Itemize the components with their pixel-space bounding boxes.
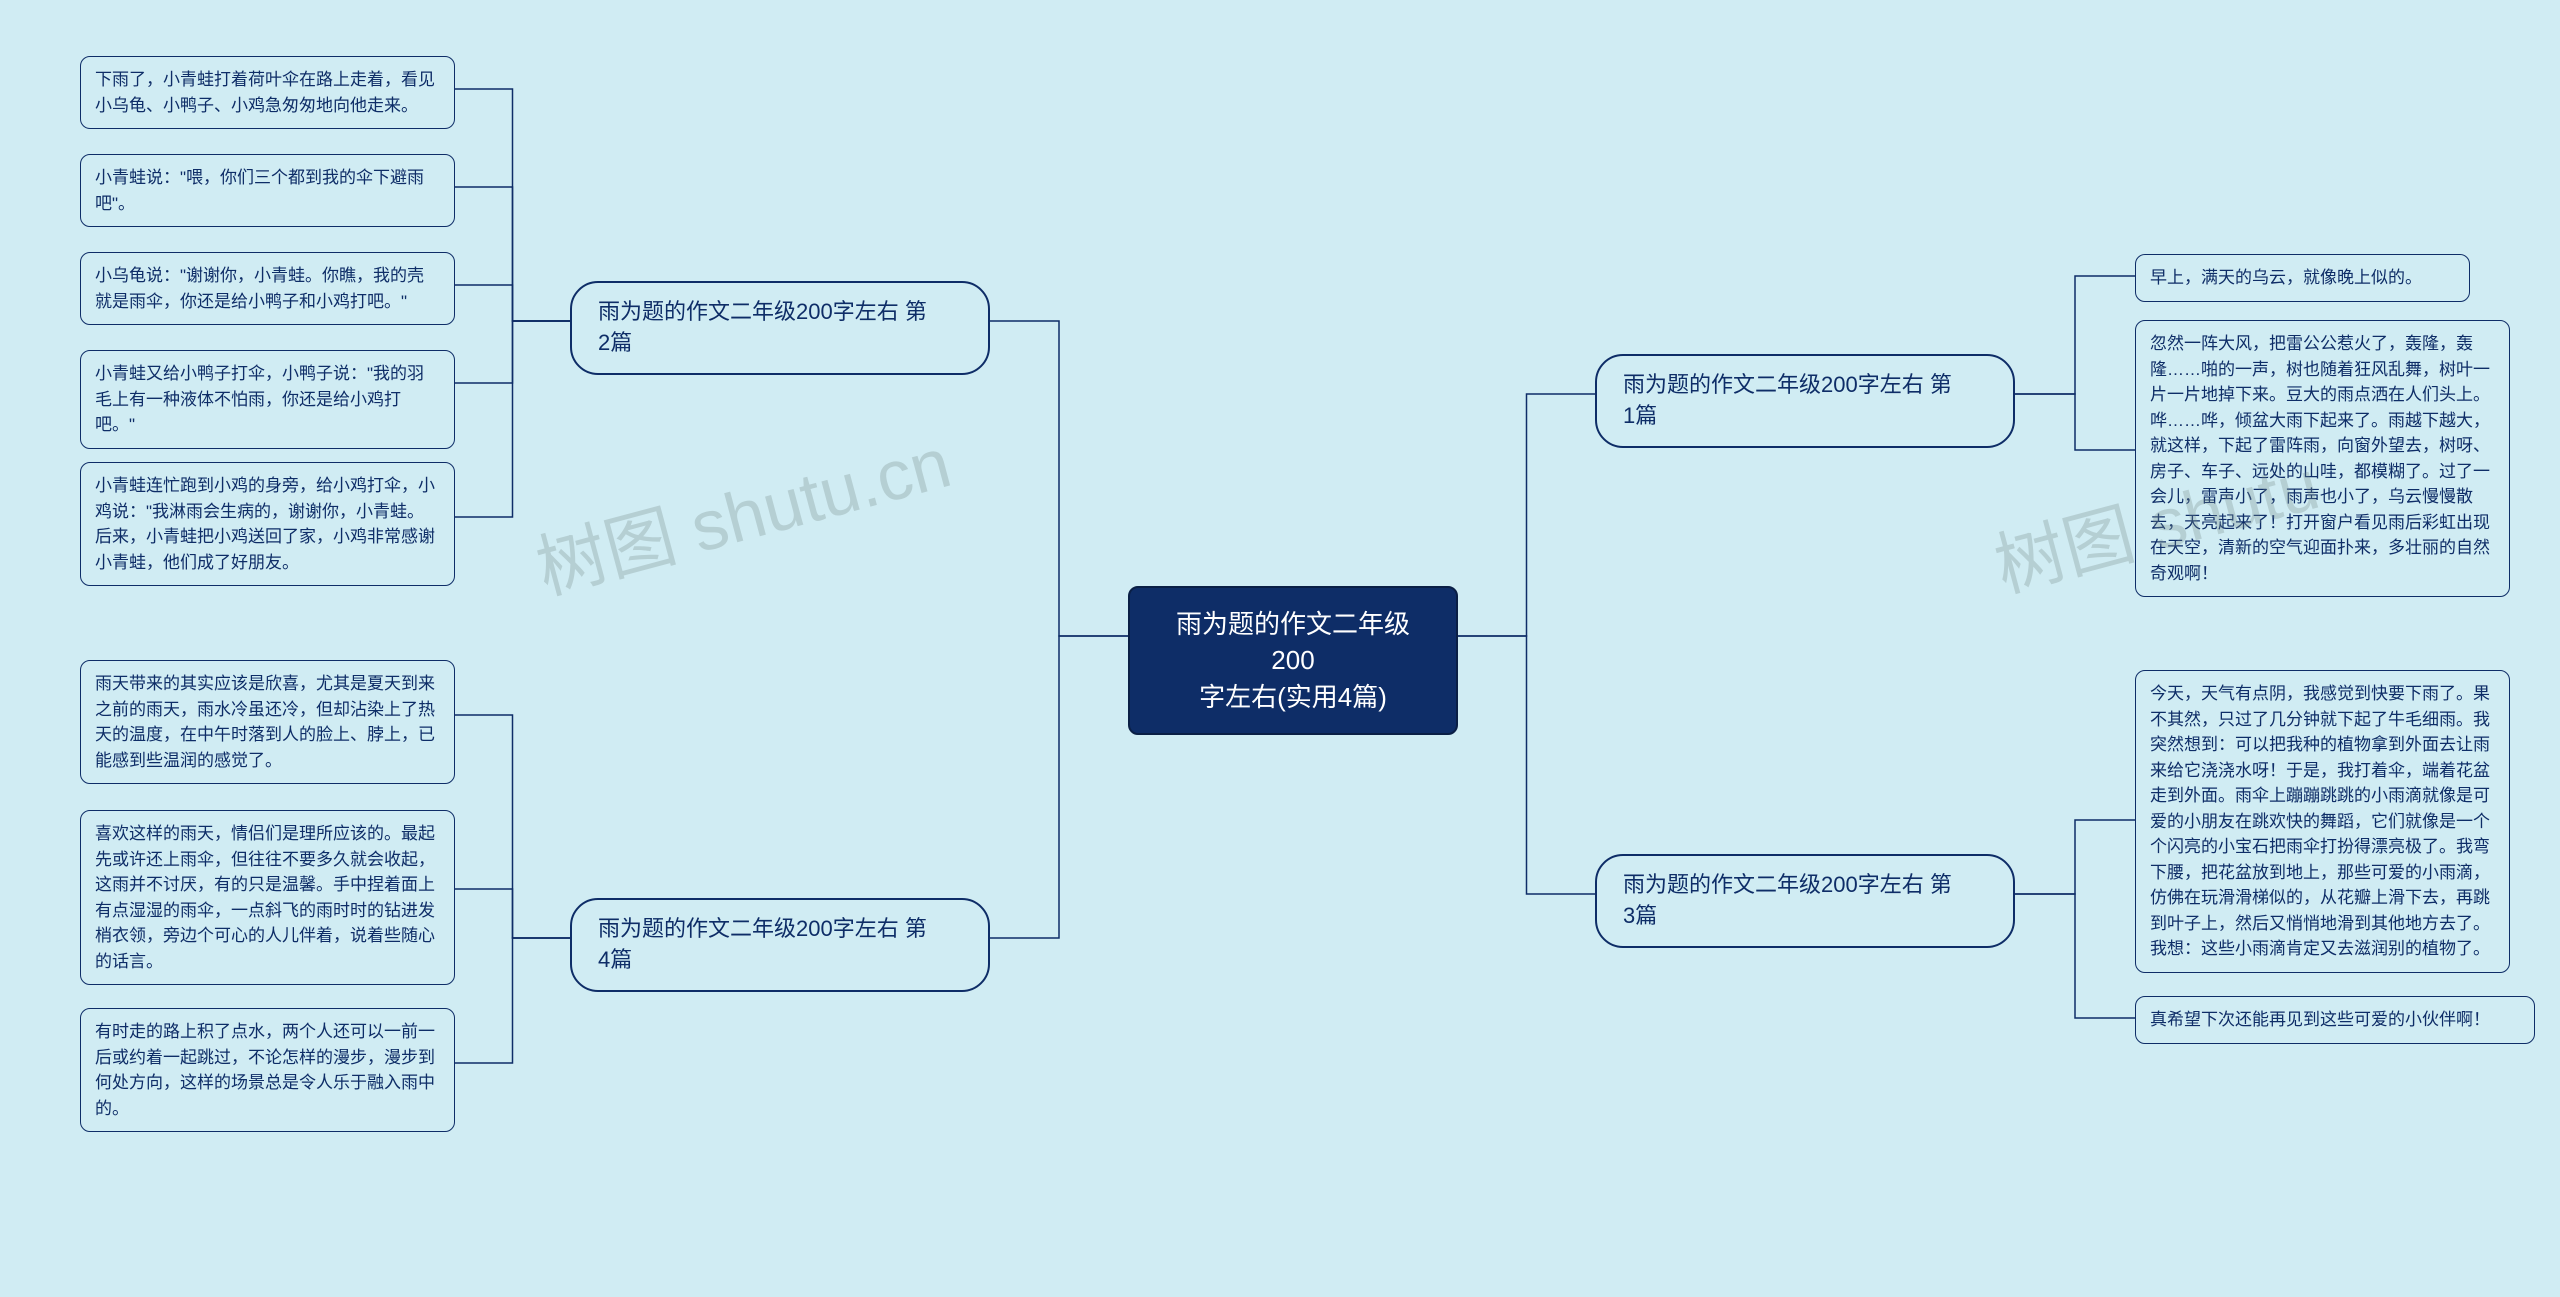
leaf-b2l1-text: 下雨了，小青蛙打着荷叶伞在路上走着，看见小乌龟、小鸭子、小鸡急匆匆地向他走来。 <box>95 67 440 118</box>
leaf-b4l3: 有时走的路上积了点水，两个人还可以一前一后或约着一起跳过，不论怎样的漫步，漫步到… <box>80 1008 455 1132</box>
leaf-b2l5: 小青蛙连忙跑到小鸡的身旁，给小鸡打伞，小鸡说："我淋雨会生病的，谢谢你，小青蛙。… <box>80 462 455 586</box>
leaf-b4l2: 喜欢这样的雨天，情侣们是理所应该的。最起先或许还上雨伞，但往往不要多久就会收起，… <box>80 810 455 985</box>
leaf-b2l2-text: 小青蛙说："喂，你们三个都到我的伞下避雨吧"。 <box>95 165 440 216</box>
leaf-b3l1: 今天，天气有点阴，我感觉到快要下雨了。果不其然，只过了几分钟就下起了牛毛细雨。我… <box>2135 670 2510 973</box>
leaf-b2l3-text: 小乌龟说："谢谢你，小青蛙。你瞧，我的壳就是雨伞，你还是给小鸭子和小鸡打吧。" <box>95 263 440 314</box>
leaf-b2l2: 小青蛙说："喂，你们三个都到我的伞下避雨吧"。 <box>80 154 455 227</box>
leaf-b1l1-text: 早上，满天的乌云，就像晚上似的。 <box>2150 265 2422 291</box>
branch-b3: 雨为题的作文二年级200字左右 第 3篇 <box>1595 854 2015 948</box>
branch-b2: 雨为题的作文二年级200字左右 第 2篇 <box>570 281 990 375</box>
leaf-b2l5-text: 小青蛙连忙跑到小鸡的身旁，给小鸡打伞，小鸡说："我淋雨会生病的，谢谢你，小青蛙。… <box>95 473 440 575</box>
leaf-b4l3-text: 有时走的路上积了点水，两个人还可以一前一后或约着一起跳过，不论怎样的漫步，漫步到… <box>95 1019 440 1121</box>
watermark-0: 树图 shutu.cn <box>524 407 960 614</box>
branch-b1-text: 雨为题的作文二年级200字左右 第 1篇 <box>1623 370 1952 432</box>
branch-b4-text: 雨为题的作文二年级200字左右 第 4篇 <box>598 914 927 976</box>
leaf-b2l3: 小乌龟说："谢谢你，小青蛙。你瞧，我的壳就是雨伞，你还是给小鸭子和小鸡打吧。" <box>80 252 455 325</box>
leaf-b1l2: 忽然一阵大风，把雷公公惹火了，轰隆，轰隆……啪的一声，树也随着狂风乱舞，树叶一片… <box>2135 320 2510 597</box>
leaf-b2l4-text: 小青蛙又给小鸭子打伞，小鸭子说："我的羽毛上有一种液体不怕雨，你还是给小鸡打吧。… <box>95 361 440 438</box>
leaf-b4l2-text: 喜欢这样的雨天，情侣们是理所应该的。最起先或许还上雨伞，但往往不要多久就会收起，… <box>95 821 440 974</box>
leaf-b2l1: 下雨了，小青蛙打着荷叶伞在路上走着，看见小乌龟、小鸭子、小鸡急匆匆地向他走来。 <box>80 56 455 129</box>
leaf-b3l2-text: 真希望下次还能再见到这些可爱的小伙伴啊！ <box>2150 1007 2490 1033</box>
branch-b2-text: 雨为题的作文二年级200字左右 第 2篇 <box>598 297 927 359</box>
leaf-b3l1-text: 今天，天气有点阴，我感觉到快要下雨了。果不其然，只过了几分钟就下起了牛毛细雨。我… <box>2150 681 2495 962</box>
leaf-b3l2: 真希望下次还能再见到这些可爱的小伙伴啊！ <box>2135 996 2535 1044</box>
branch-b1: 雨为题的作文二年级200字左右 第 1篇 <box>1595 354 2015 448</box>
root-node-text: 雨为题的作文二年级200 字左右(实用4篇) <box>1158 606 1428 715</box>
leaf-b4l1: 雨天带来的其实应该是欣喜，尤其是夏天到来之前的雨天，雨水冷虽还冷，但却沾染上了热… <box>80 660 455 784</box>
branch-b4: 雨为题的作文二年级200字左右 第 4篇 <box>570 898 990 992</box>
leaf-b2l4: 小青蛙又给小鸭子打伞，小鸭子说："我的羽毛上有一种液体不怕雨，你还是给小鸡打吧。… <box>80 350 455 449</box>
leaf-b1l1: 早上，满天的乌云，就像晚上似的。 <box>2135 254 2470 302</box>
root-node: 雨为题的作文二年级200 字左右(实用4篇) <box>1128 586 1458 735</box>
branch-b3-text: 雨为题的作文二年级200字左右 第 3篇 <box>1623 870 1952 932</box>
leaf-b1l2-text: 忽然一阵大风，把雷公公惹火了，轰隆，轰隆……啪的一声，树也随着狂风乱舞，树叶一片… <box>2150 331 2495 586</box>
leaf-b4l1-text: 雨天带来的其实应该是欣喜，尤其是夏天到来之前的雨天，雨水冷虽还冷，但却沾染上了热… <box>95 671 440 773</box>
